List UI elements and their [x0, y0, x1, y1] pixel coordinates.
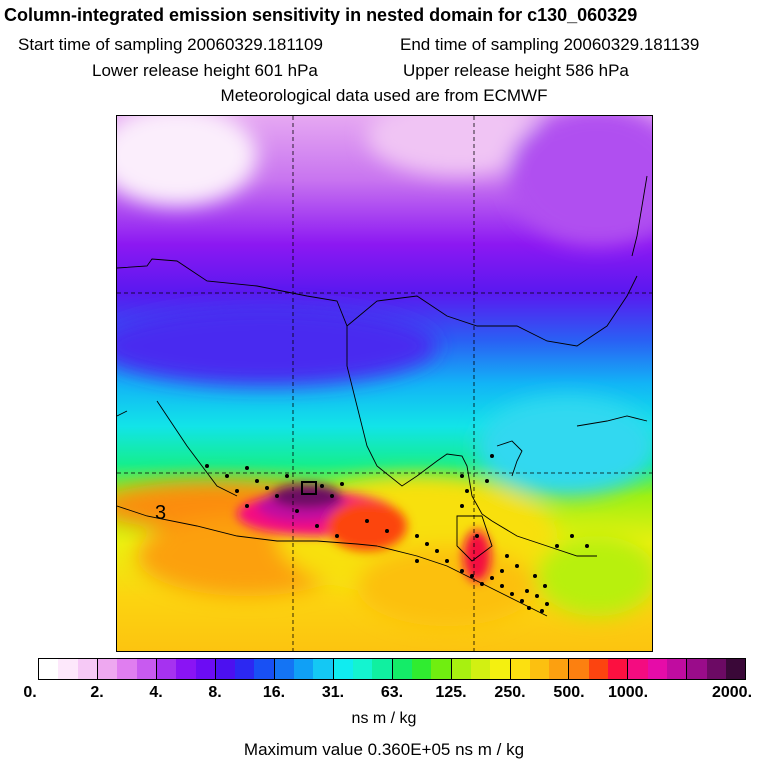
colorbar-tick-label: 2. [90, 684, 104, 701]
colorbar-segment [372, 659, 393, 679]
colorbar-segment [647, 659, 667, 679]
colorbar-segment [274, 659, 295, 679]
colorbar-tick-label: 125. [435, 684, 467, 701]
colorbar [38, 658, 746, 680]
colorbar-tick-label: 500. [553, 684, 585, 701]
colorbar-segment [588, 659, 609, 679]
colorbar-segment [569, 659, 589, 679]
upper-height-label: Upper release height 586 hPa [403, 61, 629, 80]
colorbar-segment [451, 659, 471, 679]
start-time-label: Start time of sampling 20060329.181109 [18, 35, 323, 54]
colorbar-segment [470, 659, 491, 679]
colorbar-segment [176, 659, 196, 679]
colorbar-segment [667, 659, 688, 679]
maximum-value-label: Maximum value 0.360E+05 ns m / kg [243, 740, 525, 759]
colorbar-tick-label: 8. [208, 684, 222, 701]
plot-title: Column-integrated emission sensitivity i… [4, 5, 638, 25]
contour-label: 3 [155, 502, 166, 524]
met-data-label: Meteorological data used are from ECMWF [220, 86, 548, 105]
colorbar-segment [117, 659, 137, 679]
colorbar-segment [333, 659, 353, 679]
colorbar-segment [215, 659, 236, 679]
sensitivity-map: 3 [116, 115, 653, 652]
lower-height-label: Lower release height 601 hPa [92, 61, 318, 80]
colorbar-segment [725, 659, 746, 679]
colorbar-segment [313, 659, 334, 679]
colorbar-tick-label: 250. [494, 684, 526, 701]
colorbar-tick-label: 2000. [711, 684, 753, 701]
colorbar-segment [254, 659, 275, 679]
colorbar-tick-label: 63. [380, 684, 404, 701]
colorbar-segment [628, 659, 648, 679]
colorbar-ticks: 0. 2. 4. 8. 16. 31. 63. 125. 250. 500. 1000. 2000. [0, 684, 768, 704]
end-time-label: End time of sampling 20060329.181139 [400, 35, 700, 54]
colorbar-segment [431, 659, 452, 679]
colorbar-segment [136, 659, 157, 679]
colorbar-segment [195, 659, 216, 679]
colorbar-segment [706, 659, 726, 679]
colorbar-segment [97, 659, 118, 679]
colorbar-tick-label: 16. [262, 684, 286, 701]
colorbar-segment [510, 659, 530, 679]
colorbar-segment [353, 659, 373, 679]
colorbar-tick-label: 1000. [607, 684, 649, 701]
colorbar-segment [294, 659, 314, 679]
colorbar-segment [490, 659, 511, 679]
map-svg: 3 [117, 116, 652, 651]
colorbar-tick-label: 4. [149, 684, 163, 701]
colorbar-segment [529, 659, 550, 679]
colorbar-segment [58, 659, 78, 679]
colorbar-segment [411, 659, 432, 679]
colorbar-unit: ns m / kg [351, 710, 417, 727]
colorbar-segment [608, 659, 629, 679]
colorbar-segment [687, 659, 707, 679]
colorbar-segment [392, 659, 412, 679]
colorbar-segment [156, 659, 177, 679]
colorbar-segment [235, 659, 255, 679]
colorbar-tick-label: 0. [23, 684, 37, 701]
colorbar-segment [549, 659, 570, 679]
colorbar-tick-label: 31. [321, 684, 345, 701]
colorbar-segment [39, 659, 59, 679]
colorbar-segment [77, 659, 98, 679]
